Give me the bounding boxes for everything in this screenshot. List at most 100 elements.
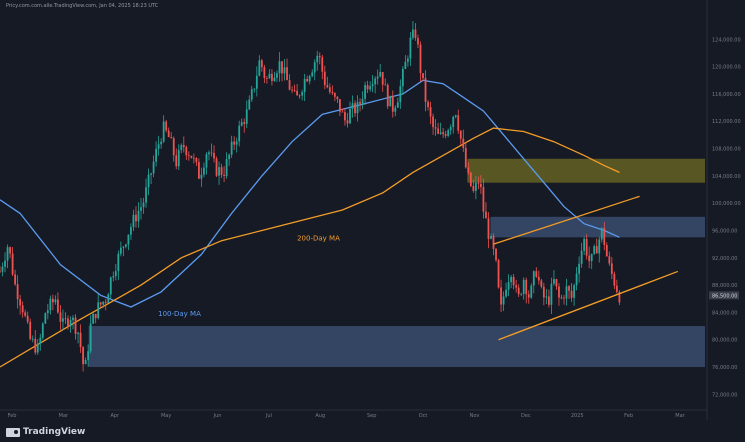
candle-body [281,61,283,74]
candle [104,298,107,311]
candle-body [64,318,67,320]
candle [74,314,77,340]
candle [165,119,168,133]
candle-body [321,57,324,72]
candle [41,322,44,340]
candle-body [57,299,59,313]
candle [406,55,409,67]
demand-zone [88,326,706,368]
candle-body [419,44,422,74]
candle [276,70,278,82]
candle-body [547,296,550,305]
candle [389,95,392,107]
candle [198,158,200,180]
candle-body [124,244,127,247]
candle [195,157,198,167]
100-day-ma-line [0,79,620,308]
candle-body [250,89,253,100]
candle-body [117,253,120,272]
candle [286,58,288,81]
candle [570,283,573,302]
candle [532,270,535,294]
candle-body [62,318,64,322]
candle [550,277,553,315]
candle [391,90,394,118]
candle [588,246,591,269]
candle-body [389,95,392,107]
candle [600,227,603,243]
candle-body [500,287,502,305]
candle-body [19,299,22,306]
candle-body [102,301,105,305]
candle [147,168,150,196]
candle [457,109,460,134]
candle-body [0,271,1,273]
candle-body [424,78,427,102]
candle-body [84,359,87,365]
candle [384,78,387,86]
candle-body [512,276,515,286]
price-axis[interactable]: 72,000.00 76,000.00 80,000.00 84,000.00 88,0… [706,0,745,420]
candle [62,309,64,330]
candle-body [346,120,349,124]
candle [208,150,210,161]
candle [220,163,223,179]
zones-layer [88,158,706,368]
candle-body [223,174,225,177]
candle-body [39,337,42,344]
candle [593,244,596,256]
candle-body [301,92,304,96]
candle [130,223,132,240]
time-axis[interactable]: Feb Mar Apr May Jun Jul Aug Sep Oct Nov Dec 2025 Feb… [0,409,707,419]
candle-body [293,90,296,92]
candle-body [578,263,581,274]
candle-body [140,207,142,211]
candle [255,66,258,97]
candle [331,85,334,96]
candle-body [517,287,520,295]
candle-body [344,112,346,121]
candle-body [349,108,351,124]
candle [469,171,472,188]
candle [487,212,490,249]
candle-body [190,155,193,158]
candles-layer [0,21,621,372]
candle-body [356,101,359,114]
candle-body [429,107,432,117]
candle [82,346,84,372]
candle-body [605,245,608,257]
candle [608,251,611,266]
candle-body [298,95,301,97]
candle [555,278,558,290]
time-tick-label: Apr [110,413,120,419]
candle-body [406,58,409,62]
candle [250,85,253,102]
candle [84,357,87,365]
candle [155,141,158,167]
candle [409,32,412,66]
candle-body [432,116,434,128]
candle-body [72,317,74,321]
candle [336,96,339,103]
candle-body [555,279,558,287]
candle [492,233,495,256]
candle-body [467,167,470,173]
candle [190,155,193,159]
candle [525,277,528,304]
price-tick-label: 92,000.00 [712,256,737,262]
candle-body [152,161,155,174]
candle-body [238,125,241,142]
candle-body [175,155,178,167]
candle [580,242,583,268]
candle-body [235,141,238,145]
candle [36,339,39,355]
candle-body [132,214,135,228]
candle-body [278,61,281,74]
candle [213,145,215,163]
candle [160,138,163,149]
candle [102,301,105,308]
candle-body [74,317,77,334]
tradingview-logo[interactable]: TradingView [6,427,85,437]
candle [595,238,598,254]
